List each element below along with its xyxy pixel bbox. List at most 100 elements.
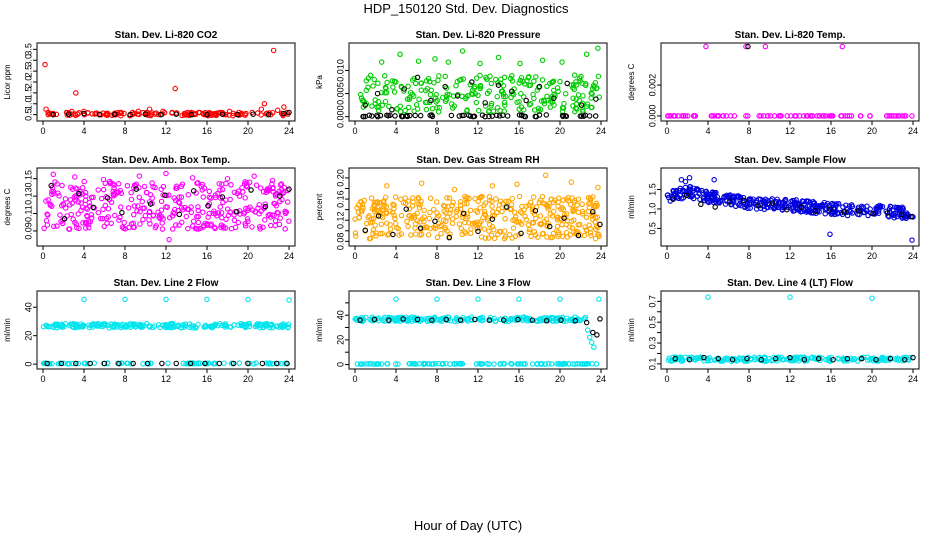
data-point	[55, 190, 61, 196]
data-point	[411, 108, 417, 114]
data-point	[554, 223, 561, 230]
primary-point	[224, 175, 231, 182]
data-point	[223, 180, 229, 187]
data-point	[824, 200, 831, 207]
data-point	[566, 317, 573, 323]
data-point	[559, 112, 566, 119]
data-point	[197, 225, 204, 232]
data-point	[381, 73, 388, 79]
data-point	[101, 223, 107, 230]
reference-point	[273, 360, 280, 367]
data-point	[905, 357, 912, 363]
reference-point	[898, 212, 905, 218]
reference-point	[561, 215, 567, 221]
data-point	[494, 93, 501, 100]
primary-point	[118, 109, 124, 116]
data-point	[242, 195, 248, 201]
reference-point	[250, 111, 256, 117]
x-tick-label: 4	[705, 126, 710, 136]
primary-point	[204, 296, 210, 303]
data-point	[440, 217, 447, 223]
data-point	[579, 211, 586, 217]
data-point	[72, 185, 79, 191]
data-point	[579, 361, 586, 367]
data-point	[559, 361, 566, 367]
y-axis-label: kPa	[315, 75, 324, 89]
data-point	[171, 324, 177, 330]
data-point	[547, 211, 553, 217]
data-point	[723, 113, 729, 119]
reference-point	[147, 201, 154, 207]
data-point	[176, 200, 183, 206]
data-point	[559, 314, 566, 321]
data-point	[527, 82, 534, 88]
data-point	[421, 214, 427, 220]
data-point	[200, 224, 207, 230]
data-point	[457, 360, 464, 367]
data-point	[498, 316, 504, 323]
panel-title: Stan. Dev. Li-820 Temp.	[735, 30, 846, 41]
data-point	[474, 209, 481, 216]
data-point	[235, 219, 242, 226]
data-point	[117, 187, 124, 194]
data-point	[771, 205, 778, 211]
data-point	[764, 113, 771, 119]
data-point	[887, 203, 894, 210]
data-point	[554, 217, 561, 223]
reference-point	[698, 201, 704, 208]
data-point	[451, 361, 457, 367]
data-point	[114, 189, 121, 195]
x-tick-label: 20	[243, 251, 253, 261]
reference-point	[701, 354, 707, 361]
data-point	[149, 195, 155, 201]
data-point	[434, 210, 440, 216]
data-point	[371, 76, 377, 83]
data-point	[583, 80, 589, 87]
reference-point	[726, 199, 733, 205]
data-point	[100, 206, 106, 213]
data-point	[159, 220, 165, 226]
data-point	[516, 193, 523, 200]
data-point	[432, 360, 439, 367]
data-point	[559, 105, 566, 111]
data-point	[73, 197, 79, 203]
data-point	[531, 95, 537, 102]
data-point	[756, 113, 762, 119]
data-point	[491, 315, 497, 322]
data-point	[775, 200, 782, 207]
primary-point	[181, 110, 188, 117]
data-point	[522, 361, 528, 367]
data-point	[579, 208, 586, 215]
reference-point	[375, 213, 382, 219]
primary-point	[432, 56, 438, 62]
data-point	[497, 361, 504, 367]
data-point	[211, 224, 218, 231]
primary-point	[539, 57, 546, 64]
data-point	[436, 104, 443, 111]
data-point	[507, 206, 514, 213]
data-point	[550, 230, 557, 237]
data-point	[131, 203, 138, 209]
data-point	[152, 111, 158, 117]
data-point	[215, 210, 222, 216]
data-point	[509, 72, 515, 79]
data-point	[677, 354, 683, 360]
data-point	[554, 85, 561, 91]
y-axis-label: ml/min	[3, 318, 12, 342]
reference-point	[176, 211, 183, 218]
reference-point	[518, 230, 524, 237]
y-tick-label: 0.20	[335, 169, 345, 187]
data-point	[451, 103, 458, 109]
data-point	[116, 217, 122, 223]
x-tick-label: 8	[434, 374, 439, 384]
data-point	[244, 216, 251, 222]
reference-point	[429, 317, 435, 323]
data-point	[272, 217, 279, 224]
x-tick-label: 0	[352, 374, 357, 384]
data-point	[176, 194, 182, 200]
data-point	[473, 99, 480, 106]
data-point	[255, 205, 261, 211]
data-point	[516, 99, 522, 105]
data-point	[453, 82, 459, 89]
data-point	[580, 113, 587, 119]
